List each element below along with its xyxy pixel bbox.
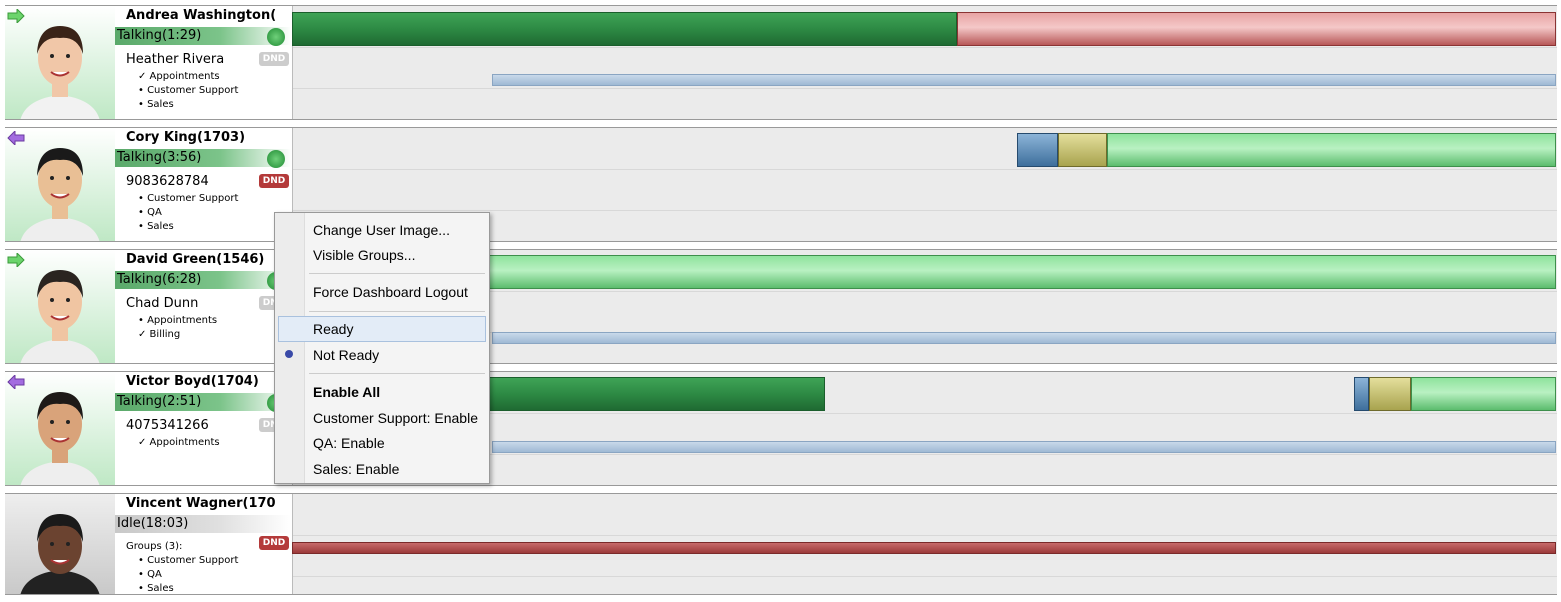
menu-separator — [309, 273, 485, 274]
agent-status: Talking(2:51) — [115, 393, 291, 411]
arrow-icon — [7, 253, 25, 267]
agent-status: Talking(6:28) — [115, 271, 291, 289]
menu-item[interactable]: Visible Groups... — [313, 247, 415, 263]
timeline-bar — [1058, 133, 1107, 167]
group-item: • Sales — [138, 582, 174, 596]
arrow-icon — [7, 9, 25, 23]
group-item: ✓ Billing — [138, 328, 180, 342]
timeline-bar — [292, 542, 1556, 554]
presence-arrow — [7, 8, 25, 22]
context-menu: Change User Image... Visible Groups... For… — [274, 212, 490, 484]
timeline-divider — [293, 47, 1557, 48]
agent-name: Vincent Wagner(170 — [126, 496, 292, 511]
menu-item[interactable]: Sales: Enable — [313, 461, 399, 477]
agent-name: David Green(1546) — [126, 252, 292, 267]
group-item: • Customer Support — [138, 192, 238, 206]
menu-item[interactable]: Force Dashboard Logout — [313, 284, 468, 300]
agent-name: Andrea Washington( — [126, 8, 292, 23]
timeline-bar — [292, 12, 957, 46]
timeline-bar — [492, 441, 1556, 453]
group-item: • Appointments — [138, 314, 217, 328]
presence-arrow — [7, 374, 25, 388]
menu-separator — [309, 373, 485, 374]
presence-arrow — [7, 252, 25, 266]
group-item: ✓ Appointments — [138, 70, 220, 84]
timeline-divider — [293, 210, 1557, 211]
group-item: ✓ Appointments — [138, 436, 220, 450]
agent-status: Talking(3:56) — [115, 149, 291, 167]
group-item: • Customer Support — [138, 84, 238, 98]
agent-name: Cory King(1703) — [126, 130, 292, 145]
page: Andrea Washington( Talking(1:29) Heather R… — [0, 0, 1561, 602]
agent-detail: Heather Rivera — [126, 52, 224, 67]
menu-highlight — [278, 316, 486, 342]
menu-item[interactable]: Not Ready — [313, 347, 379, 363]
agent-detail: Groups (3): — [126, 541, 182, 552]
menu-item[interactable]: Enable All — [313, 384, 380, 400]
agent-detail: 4075341266 — [126, 418, 209, 433]
avatar — [5, 494, 115, 594]
arrow-icon — [7, 131, 25, 145]
group-item: • Sales — [138, 220, 174, 234]
arrow-icon — [7, 375, 25, 389]
timeline-bar — [1017, 133, 1058, 167]
menu-item[interactable]: Ready — [313, 321, 353, 337]
group-item: • QA — [138, 568, 162, 582]
menu-item[interactable]: Customer Support: Enable — [313, 410, 478, 426]
dnd-badge[interactable]: DND — [259, 536, 289, 550]
dnd-badge[interactable]: DND — [259, 174, 289, 188]
timeline-divider — [293, 169, 1557, 170]
timeline-bar — [492, 74, 1556, 86]
agent-name: Victor Boyd(1704) — [126, 374, 292, 389]
timeline-bar — [1411, 377, 1556, 411]
timeline-divider — [293, 88, 1557, 89]
menu-item[interactable]: QA: Enable — [313, 435, 385, 451]
radio-dot — [285, 350, 293, 358]
agent-status: Talking(1:29) — [115, 27, 291, 45]
timeline-bar — [492, 332, 1556, 344]
phone-icon[interactable] — [267, 150, 285, 168]
timeline-bar — [1354, 377, 1369, 411]
timeline-bar — [1107, 133, 1556, 167]
timeline-bar — [1369, 377, 1411, 411]
agent-status: Idle(18:03) — [115, 515, 291, 533]
group-item: • Customer Support — [138, 554, 238, 568]
presence-arrow — [7, 130, 25, 144]
menu-separator — [309, 311, 485, 312]
dnd-badge[interactable]: DND — [259, 52, 289, 66]
agent-detail: Chad Dunn — [126, 296, 198, 311]
agent-photo — [5, 494, 115, 594]
timeline-divider — [293, 576, 1557, 577]
phone-icon[interactable] — [267, 28, 285, 46]
timeline-divider — [293, 535, 1557, 536]
group-item: • QA — [138, 206, 162, 220]
agent-detail: 9083628784 — [126, 174, 209, 189]
timeline-bar — [957, 12, 1556, 46]
menu-gutter — [275, 213, 305, 483]
menu-item[interactable]: Change User Image... — [313, 222, 450, 238]
group-item: • Sales — [138, 98, 174, 112]
